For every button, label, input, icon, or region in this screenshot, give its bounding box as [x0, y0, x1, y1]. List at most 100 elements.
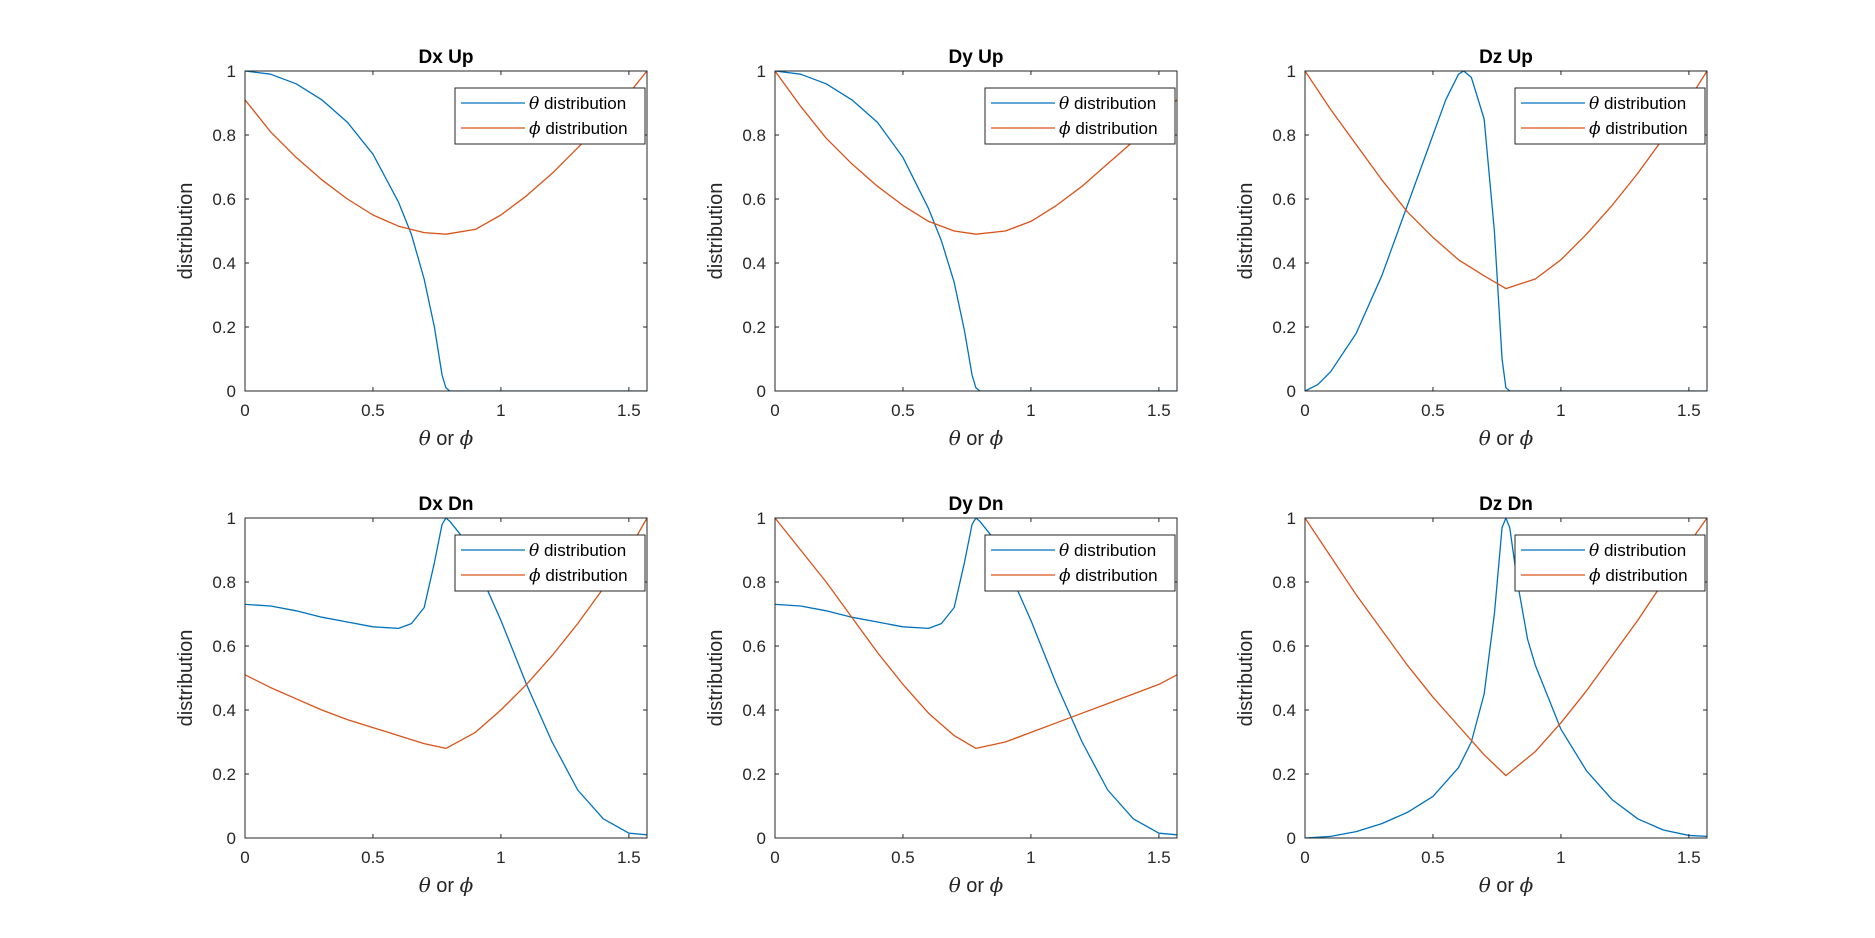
series-line-theta: [775, 71, 1177, 391]
y-tick-label: 0.2: [742, 765, 766, 784]
axes-box: [1304, 70, 1708, 392]
series-line-phi: [775, 518, 1177, 750]
series-line-phi: [775, 71, 1177, 235]
legend-entry-phi: ϕ distribution: [1589, 119, 1688, 139]
x-tick-label: 1: [1026, 848, 1035, 867]
y-tick-label: 0.8: [1272, 573, 1296, 592]
y-tick-label: 0.8: [212, 126, 236, 145]
x-axis-label: θ or ϕ: [419, 873, 474, 897]
y-axis-label: distribution: [1235, 183, 1257, 280]
y-tick-label: 1: [227, 509, 236, 528]
x-tick-label: 1.5: [1677, 401, 1701, 420]
x-tick-label: 1.5: [617, 401, 641, 420]
legend: θ distribution ϕ distribution: [454, 534, 646, 592]
x-tick-label: 1: [1556, 401, 1565, 420]
legend: θ distribution ϕ distribution: [1514, 534, 1706, 592]
legend-entry-phi: ϕ distribution: [1059, 119, 1158, 139]
legend-box: [984, 87, 1176, 145]
x-tick-label: 0: [240, 401, 249, 420]
y-tick-label: 1: [757, 509, 766, 528]
series-line-phi: [1305, 71, 1707, 290]
chart-panel-3: 0 0.5 1 1.5 0 0.2 0.4 0.6 0.8 1 Dz Up θ or ϕ distrib…: [1235, 47, 1708, 450]
x-tick-label: 0.5: [1421, 848, 1445, 867]
series-line-phi: [245, 518, 647, 750]
legend-box: [1514, 534, 1706, 592]
legend-entry-phi: ϕ distribution: [1059, 566, 1158, 586]
legend-entry-theta: θ distribution: [1059, 541, 1156, 561]
x-tick-label: 1.5: [1147, 848, 1171, 867]
x-tick-label: 1.5: [617, 848, 641, 867]
y-tick-label: 0.8: [212, 573, 236, 592]
chart-title: Dz Dn: [1479, 494, 1533, 515]
legend-entry-theta: θ distribution: [1589, 541, 1686, 561]
chart-panel-6: 0 0.5 1 1.5 0 0.2 0.4 0.6 0.8 1 Dz Dn θ or ϕ distrib…: [1235, 494, 1708, 897]
series-line-theta: [775, 518, 1177, 836]
legend-entry-theta: θ distribution: [529, 94, 626, 114]
chart-panel-2: 0 0.5 1 1.5 0 0.2 0.4 0.6 0.8 1 Dy Up θ or ϕ distrib…: [705, 47, 1178, 450]
y-tick-label: 0.2: [212, 318, 236, 337]
x-axis-label: θ or ϕ: [949, 873, 1004, 897]
x-tick-label: 0.5: [891, 848, 915, 867]
x-axis-label: θ or ϕ: [949, 426, 1004, 450]
x-tick-label: 0.5: [891, 401, 915, 420]
legend-entry-theta: θ distribution: [1589, 94, 1686, 114]
y-tick-label: 0.6: [742, 190, 766, 209]
x-tick-label: 0.5: [361, 401, 385, 420]
chart-title: Dx Dn: [419, 494, 474, 515]
series-line-theta: [1305, 518, 1707, 838]
x-tick-label: 0: [770, 848, 779, 867]
legend: θ distribution ϕ distribution: [984, 534, 1176, 592]
axes-box: [774, 70, 1178, 392]
y-axis-label: distribution: [175, 630, 197, 727]
y-axis-label: distribution: [175, 183, 197, 280]
y-tick-label: 0: [227, 382, 236, 401]
axes-box: [1304, 517, 1708, 839]
y-tick-label: 1: [757, 62, 766, 81]
y-tick-label: 1: [1287, 62, 1296, 81]
y-axis-label: distribution: [705, 183, 727, 280]
axes-box: [774, 517, 1178, 839]
legend-box: [454, 534, 646, 592]
x-tick-label: 0.5: [361, 848, 385, 867]
chart-panel-1: 0 0.5 1 1.5 0 0.2 0.4 0.6 0.8 1 Dx Up θ or ϕ distrib…: [175, 47, 648, 450]
y-tick-label: 0.4: [742, 701, 766, 720]
x-tick-label: 1: [1556, 848, 1565, 867]
chart-panel-5: 0 0.5 1 1.5 0 0.2 0.4 0.6 0.8 1 Dy Dn θ or ϕ distrib…: [705, 494, 1178, 897]
chart-panel-4: 0 0.5 1 1.5 0 0.2 0.4 0.6 0.8 1 Dx Dn θ or ϕ distrib…: [175, 494, 648, 897]
x-tick-label: 0.5: [1421, 401, 1445, 420]
y-tick-label: 0.6: [212, 637, 236, 656]
y-tick-label: 0: [227, 829, 236, 848]
y-tick-label: 0.2: [1272, 765, 1296, 784]
y-tick-label: 0.4: [212, 254, 236, 273]
axes-box: [244, 517, 648, 839]
y-tick-label: 0.6: [1272, 190, 1296, 209]
y-axis-label: distribution: [705, 630, 727, 727]
y-tick-label: 0.4: [212, 701, 236, 720]
x-tick-label: 1: [496, 401, 505, 420]
axes-box: [244, 70, 648, 392]
legend: θ distribution ϕ distribution: [984, 87, 1176, 145]
y-tick-label: 0.8: [1272, 126, 1296, 145]
y-tick-label: 0.4: [742, 254, 766, 273]
x-tick-label: 0: [240, 848, 249, 867]
y-tick-label: 0.2: [742, 318, 766, 337]
legend-entry-phi: ϕ distribution: [1589, 566, 1688, 586]
chart-title: Dy Up: [949, 47, 1004, 68]
legend-entry-theta: θ distribution: [529, 541, 626, 561]
y-tick-label: 0.6: [1272, 637, 1296, 656]
series-line-theta: [1305, 71, 1707, 391]
x-axis-label: θ or ϕ: [1479, 873, 1534, 897]
legend: θ distribution ϕ distribution: [454, 87, 646, 145]
x-tick-label: 0: [1300, 848, 1309, 867]
series-line-phi: [1305, 518, 1707, 777]
y-tick-label: 0.6: [212, 190, 236, 209]
y-tick-label: 0.6: [742, 637, 766, 656]
y-tick-label: 1: [227, 62, 236, 81]
x-tick-label: 0: [1300, 401, 1309, 420]
y-tick-label: 0: [1287, 382, 1296, 401]
x-tick-label: 1: [1026, 401, 1035, 420]
chart-title: Dx Up: [419, 47, 474, 68]
legend-entry-phi: ϕ distribution: [529, 566, 628, 586]
y-axis-label: distribution: [1235, 630, 1257, 727]
